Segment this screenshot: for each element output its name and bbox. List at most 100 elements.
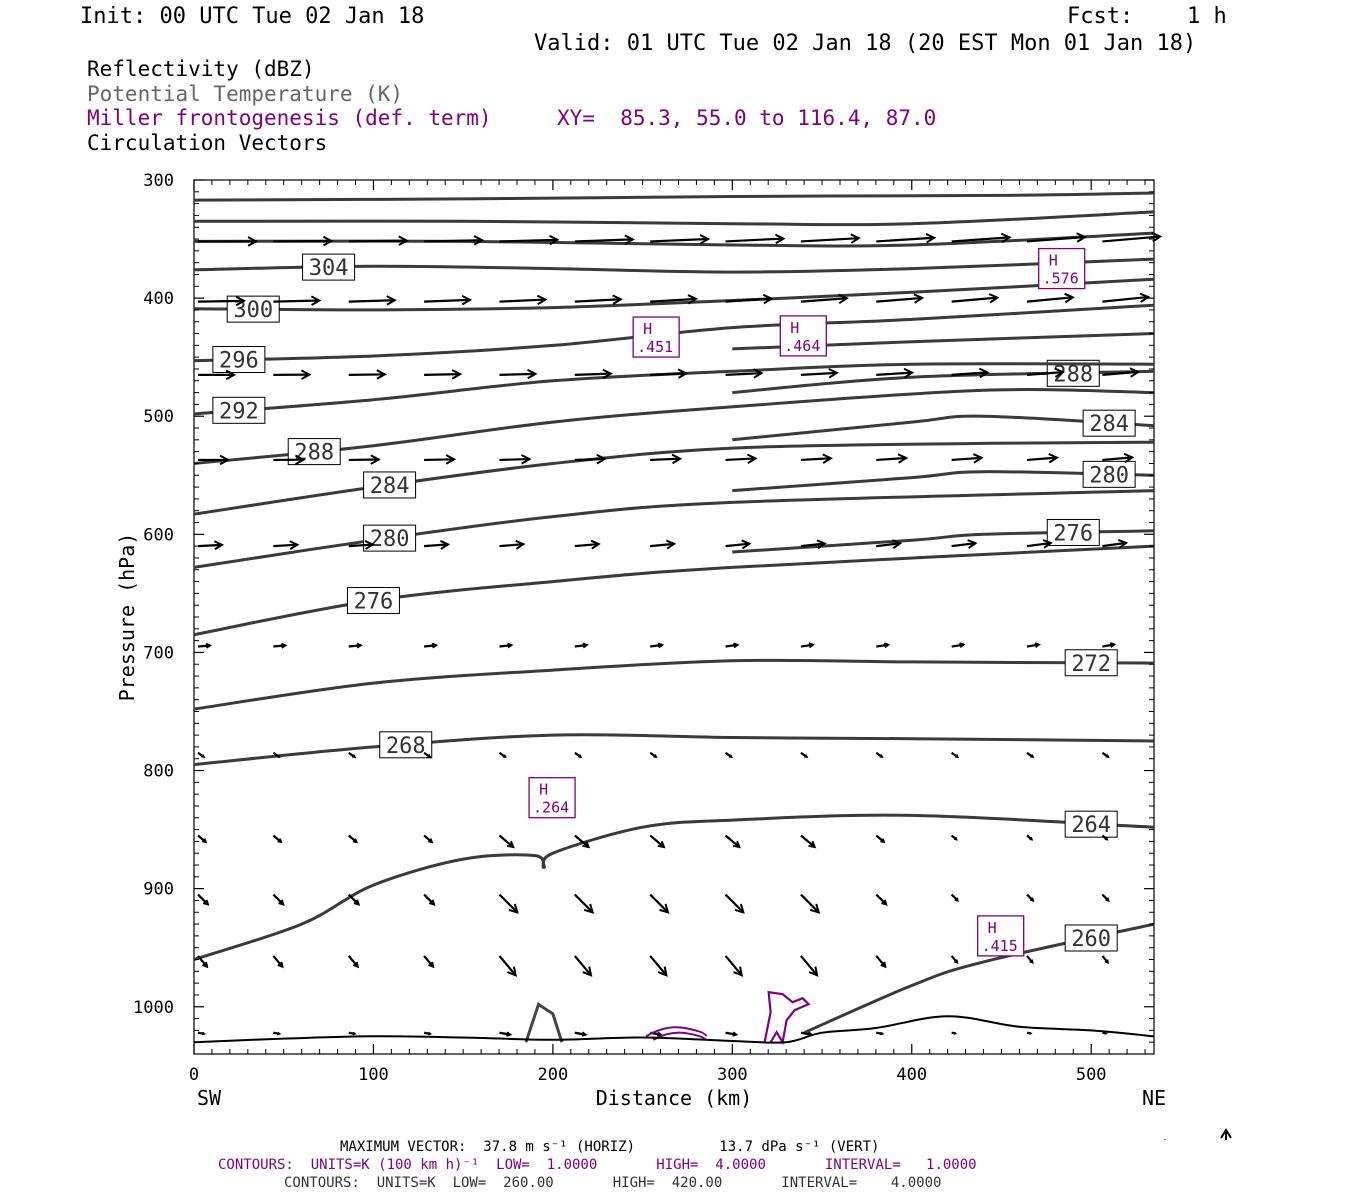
circulation-vector (348, 369, 387, 380)
circulation-vector (1101, 834, 1109, 841)
circulation-vector (800, 539, 827, 550)
circulation-vector (1102, 292, 1151, 303)
y-tick-label: 800 (143, 762, 174, 782)
legend-theta: Potential Temperature (K) (87, 82, 404, 106)
x-end-left: SW (197, 1086, 222, 1110)
svg-text:276: 276 (1053, 521, 1093, 546)
circulation-vector (800, 751, 809, 759)
circulation-vector (950, 834, 958, 841)
valid-time: Valid: 01 UTC Tue 02 Jan 18 (20 EST Mon … (534, 31, 1197, 56)
circulation-vector (424, 235, 485, 246)
circulation-vector (498, 893, 519, 914)
theta-contour-unlabeled-0 (193, 191, 1155, 202)
circulation-vector (499, 1031, 513, 1037)
circulation-vector (1026, 367, 1065, 378)
circulation-vector (347, 893, 361, 906)
circulation-vector (574, 539, 601, 550)
circulation-vector (574, 368, 613, 380)
x-tick-label: 300 (717, 1065, 748, 1085)
y-tick-label: 500 (143, 407, 174, 427)
circulation-vector (574, 294, 623, 305)
circulation-vector (348, 454, 381, 465)
frontogenesis-max: H.415 (977, 915, 1025, 957)
circulation-vector (348, 642, 363, 649)
circulation-vector (725, 293, 774, 305)
circulation-vector (499, 368, 538, 380)
circulation-vector (650, 368, 689, 379)
circulation-vector (725, 1031, 739, 1037)
circulation-vector (574, 893, 595, 914)
circulation-vector (1026, 453, 1060, 464)
svg-text:284: 284 (1089, 412, 1129, 437)
circulation-vector (1026, 834, 1034, 841)
x-tick-label: 200 (538, 1065, 569, 1085)
circulation-vector (876, 453, 909, 464)
circulation-vector (347, 955, 360, 969)
circulation-vector (951, 367, 990, 379)
circulation-vector (725, 453, 758, 464)
circulation-vector (574, 1031, 588, 1037)
svg-text:.576: .576 (1043, 270, 1079, 288)
forecast-value: 1 h (1187, 4, 1227, 29)
circulation-vector (273, 642, 288, 649)
circulation-vector (198, 454, 231, 466)
svg-text:H: H (790, 319, 799, 337)
circulation-vector (574, 642, 589, 649)
forecast-label: Fcst: (1067, 4, 1134, 29)
circulation-vector (423, 834, 434, 844)
circulation-vector (875, 955, 887, 969)
circulation-vector (1102, 1031, 1108, 1035)
circulation-vector (348, 834, 358, 844)
fronto-contour-terrain (763, 990, 811, 1046)
y-tick-label: 1000 (133, 998, 174, 1018)
circulation-vector (951, 539, 978, 549)
circulation-vector (650, 234, 711, 245)
circulation-vector (876, 539, 903, 550)
circulation-vector (1102, 642, 1117, 648)
circulation-vector (498, 955, 517, 977)
svg-text:H: H (643, 320, 652, 338)
circulation-vector (1026, 751, 1035, 759)
circulation-vector (1102, 232, 1163, 243)
footer-contours-grey: CONTOURS: UNITS=K LOW= 260.00 HIGH= 420.… (284, 1175, 942, 1191)
legend-circulation: Circulation Vectors (87, 131, 328, 155)
circulation-vector (499, 642, 514, 649)
x-tick-label: 0 (189, 1065, 199, 1085)
circulation-vector (197, 642, 213, 649)
circulation-vector (950, 893, 960, 902)
axes: 300 400 500 600 700 800 900 1000 0 100 200 300 400 50… (133, 171, 1154, 1085)
circulation-vector (800, 368, 839, 379)
circulation-vector (1026, 539, 1053, 549)
terrain-line (193, 1015, 1155, 1044)
y-tick-label: 900 (143, 880, 174, 900)
circulation-vector (950, 955, 959, 965)
svg-text:272: 272 (1071, 652, 1111, 677)
circulation-vector (800, 293, 849, 305)
circulation-vector (800, 834, 817, 849)
circulation-vector (1026, 1031, 1033, 1035)
theta-contour-280 (193, 489, 1155, 569)
x-tick-label: 100 (358, 1065, 389, 1085)
frontogenesis-max: H.451 (632, 316, 680, 358)
circulation-vector (876, 293, 925, 304)
theta-contour-label: 300 (226, 295, 280, 323)
theta-contour-label: 284 (1082, 409, 1136, 437)
theta-contour-label: 284 (363, 471, 417, 499)
theta-contour-276 (193, 544, 1155, 637)
circulation-vector (273, 540, 300, 551)
circulation-vector (951, 642, 966, 649)
footer-max-vector: MAXIMUM VECTOR: 37.8 m s⁻¹ (HORIZ) 13.7 … (340, 1139, 880, 1155)
y-tick-label: 300 (143, 171, 174, 191)
theta-contour-300 (193, 277, 1155, 312)
circulation-vector (198, 236, 259, 247)
circulation-vector (650, 294, 699, 305)
circulation-vector (876, 1031, 885, 1036)
theta-contour-unlabeled-1 (193, 210, 1155, 227)
circulation-vector (1102, 367, 1141, 378)
theta-contour-label: 292 (212, 396, 266, 424)
circulation-vector (725, 233, 786, 245)
theta-contour-label: 268 (379, 731, 433, 759)
circulation-vector (348, 235, 409, 246)
legend-miller: Miller frontogenesis (def. term) (87, 106, 492, 130)
frontogenesis-max: H.464 (779, 315, 827, 357)
